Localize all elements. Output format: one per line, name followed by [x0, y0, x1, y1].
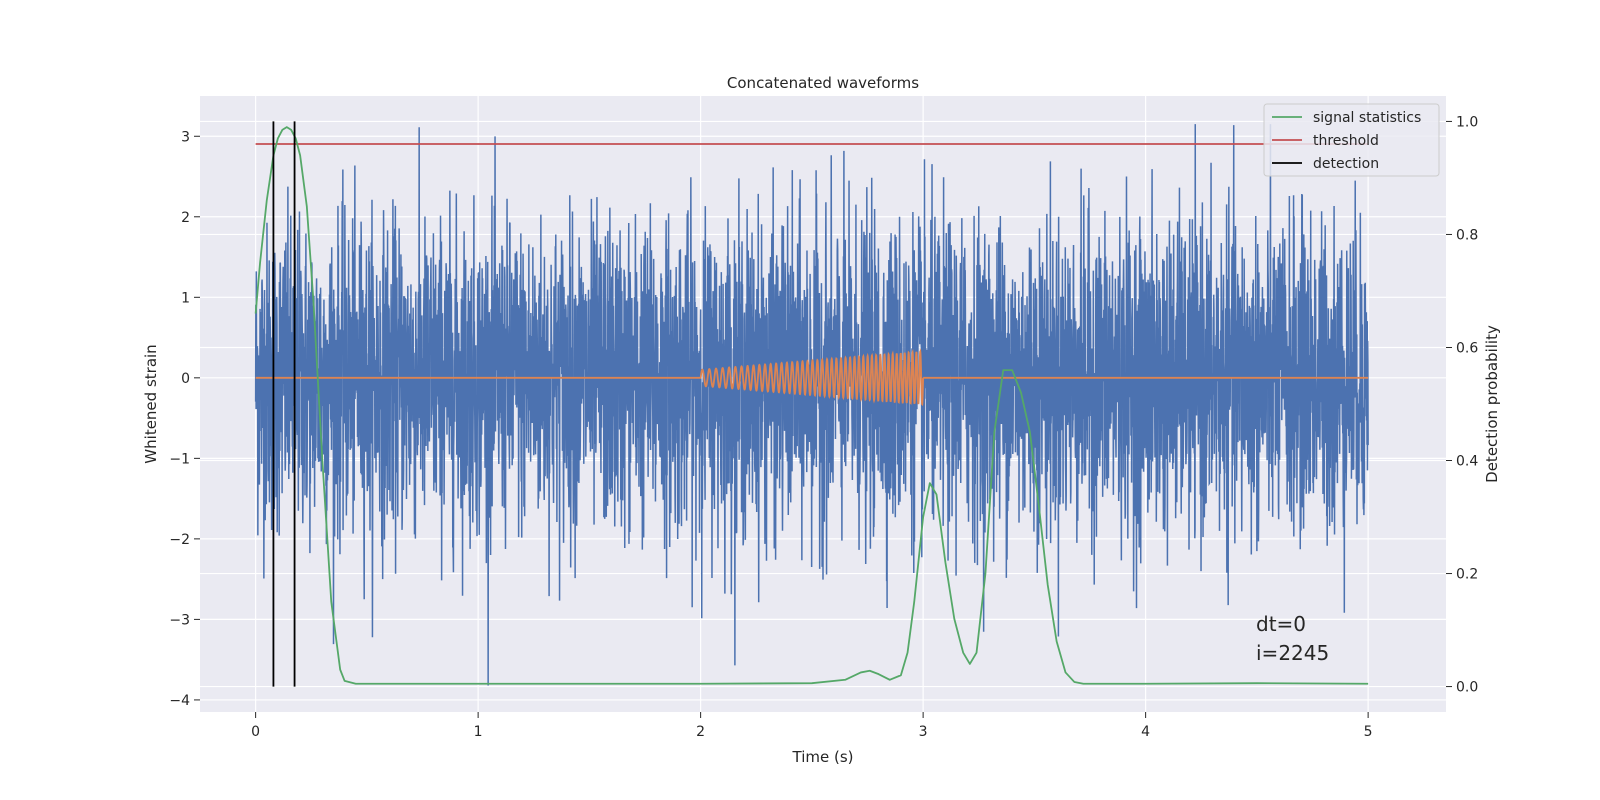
y2-tick-label: 0.8	[1456, 227, 1478, 243]
legend: signal statistics threshold detection	[1263, 103, 1440, 177]
signal-statistics-line	[254, 126, 1369, 685]
y-tick-label: 3	[181, 129, 190, 145]
injection-trace	[255, 348, 1369, 407]
y2-axis-label: Detection probability	[1483, 325, 1501, 483]
y-tick-label: −3	[169, 612, 190, 628]
y2-tick-label: 0.2	[1456, 567, 1478, 583]
x-tick-label: 0	[251, 724, 260, 740]
legend-label-threshold: threshold	[1313, 133, 1379, 149]
y2-tick-label: 1.0	[1456, 114, 1478, 130]
y-tick-label: 2	[181, 210, 190, 226]
chart-title: Concatenated waveforms	[727, 74, 919, 92]
series-layer	[254, 121, 1369, 687]
y-tick-label: −2	[169, 532, 190, 548]
legend-label-signal-statistics: signal statistics	[1313, 110, 1421, 126]
x-tick-label: 5	[1364, 724, 1373, 740]
y-tick-label: −1	[169, 451, 190, 467]
y-tick-label: 0	[181, 371, 190, 387]
y-axis-label: Whitened strain	[142, 344, 160, 463]
annotation-dt: dt=0	[1256, 612, 1306, 636]
y-tick-label: 1	[181, 290, 190, 306]
y2-tick-label: 0.0	[1456, 680, 1478, 696]
annotation-index: i=2245	[1256, 641, 1329, 665]
legend-label-detection: detection	[1313, 156, 1379, 172]
x-axis-ticks: 0 1 2 3 4 5	[251, 712, 1373, 740]
y2-tick-label: 0.6	[1456, 340, 1478, 356]
x-tick-label: 1	[474, 724, 483, 740]
legend-frame	[1263, 103, 1440, 177]
y-tick-label: −4	[169, 693, 190, 709]
x-tick-label: 2	[696, 724, 705, 740]
x-tick-label: 3	[919, 724, 928, 740]
x-axis-label: Time (s)	[792, 748, 854, 766]
right-axis-ticks: 0.0 0.2 0.4 0.6 0.8 1.0	[1446, 114, 1478, 696]
x-tick-label: 4	[1141, 724, 1150, 740]
y2-tick-label: 0.4	[1456, 454, 1478, 470]
left-axis-ticks: −4 −3 −2 −1 0 1 2 3	[169, 129, 200, 709]
